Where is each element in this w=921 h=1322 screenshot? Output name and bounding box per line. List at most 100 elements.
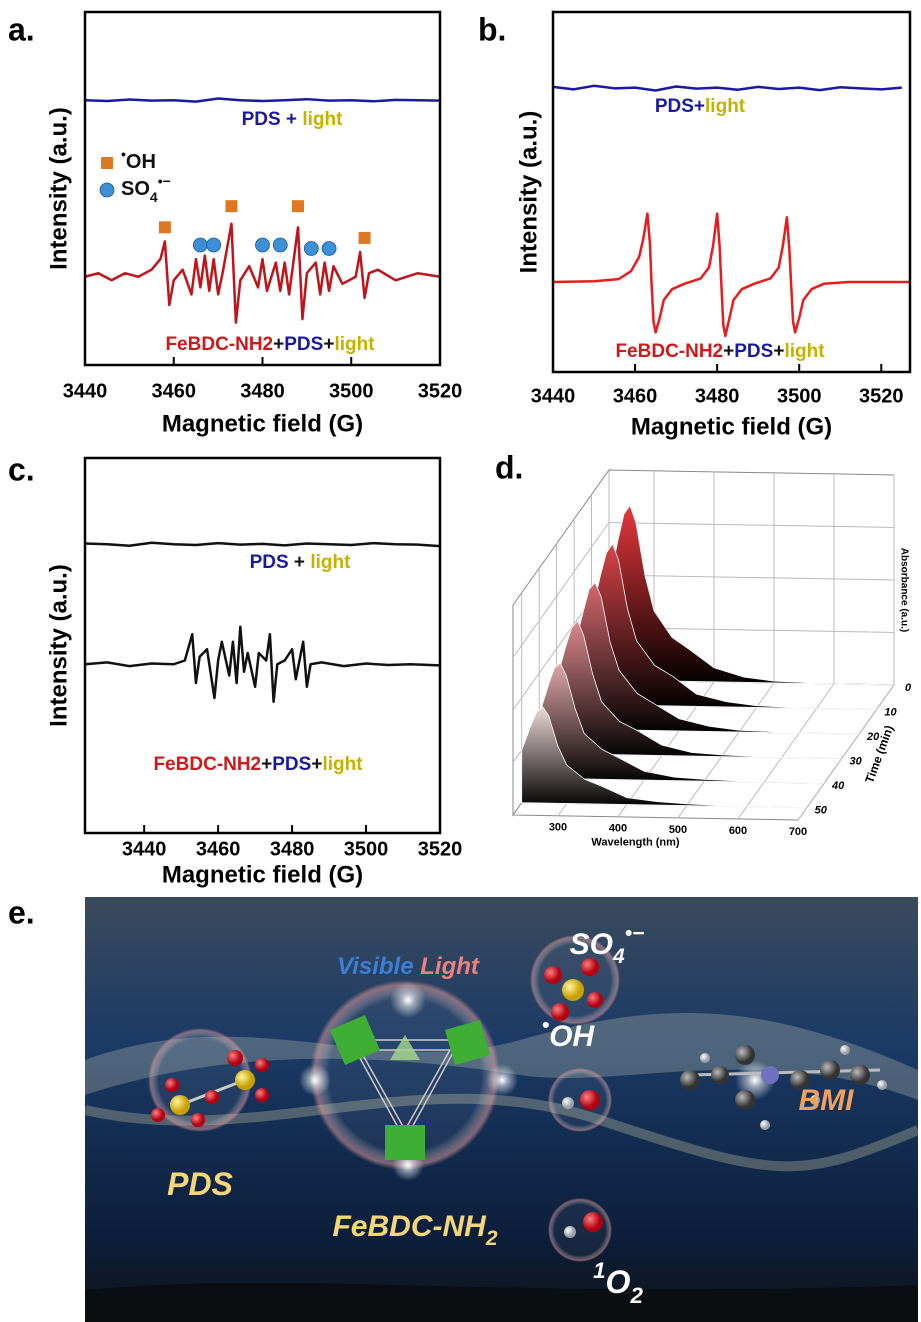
- text-part: FeBDC-NH2: [615, 341, 723, 362]
- text-part: PDS: [167, 1166, 233, 1202]
- x-tick-label: 3460: [152, 380, 197, 402]
- illustration-label: BMI: [799, 1084, 855, 1117]
- x-tick-label: 3480: [270, 838, 315, 860]
- x-tick-label: 3440: [122, 838, 167, 860]
- glow: [390, 982, 426, 1018]
- ground: [85, 1282, 918, 1322]
- y-tick-label: 50: [815, 805, 828, 817]
- plot-frame: [83, 456, 442, 835]
- curve-label: FeBDC-NH2+PDS+light: [615, 341, 825, 362]
- absorbance-area: [521, 706, 807, 809]
- x-axis-label: Magnetic field (G): [162, 861, 363, 888]
- glow-ring: [548, 1198, 612, 1262]
- text-part: 4: [612, 945, 625, 968]
- x-tick-label: 3520: [418, 838, 463, 860]
- text-part: SO: [121, 178, 150, 200]
- y-tick-label: 10: [884, 706, 897, 718]
- x-axis-label: Wavelength (nm): [591, 836, 680, 848]
- z-axis-label: Absorbance (a.u.): [898, 548, 909, 632]
- legend-label: •OH: [121, 146, 156, 174]
- marker: [192, 237, 208, 253]
- text-part: PDS: [242, 109, 281, 130]
- sulfate-molecule: [544, 958, 603, 1021]
- marker: [292, 200, 304, 213]
- marker: [321, 241, 337, 256]
- y-axis-label: Intensity (a.u.): [45, 564, 72, 727]
- curve-label: FeBDC-NH2+PDS+light: [165, 334, 375, 355]
- x-tick-label: 3480: [695, 385, 740, 407]
- text-part: +: [281, 109, 303, 130]
- y-tick-label: 40: [831, 780, 845, 792]
- x-tick-label: 3500: [777, 385, 822, 407]
- text-part: light: [322, 754, 363, 775]
- curve-label: PDS + light: [250, 552, 352, 573]
- curve-label: PDS+light: [655, 96, 746, 117]
- panel-letter: a.: [8, 11, 35, 47]
- marker: [158, 221, 171, 234]
- text-part: +: [694, 96, 705, 117]
- text-part: BMI: [799, 1084, 855, 1117]
- text-part: FeBDC-NH2: [165, 334, 273, 355]
- panel-letter: c.: [8, 451, 35, 487]
- x-tick-label: 600: [729, 825, 747, 837]
- text-part: light: [334, 334, 375, 355]
- legend-label: SO4•−: [121, 173, 171, 205]
- marker: [358, 231, 371, 244]
- text-part: light: [302, 109, 343, 130]
- spectrum-line: [84, 541, 441, 548]
- illustration-label: Visible Light: [337, 953, 480, 980]
- text-part: OH: [126, 151, 156, 173]
- text-part: +: [311, 754, 322, 775]
- text-part: Visible: [337, 953, 420, 980]
- y-tick-label: 20: [866, 731, 880, 743]
- x-tick-label: 3520: [859, 385, 904, 407]
- x-tick-label: 3520: [418, 380, 463, 402]
- text-part: •: [121, 146, 126, 162]
- spectrum-line: [552, 212, 910, 338]
- plot-frame: [83, 10, 442, 367]
- panel-letter: d.: [495, 449, 523, 485]
- text-part: 1: [593, 1258, 605, 1283]
- plot-frame: [551, 10, 912, 374]
- text-part: +: [723, 341, 734, 362]
- illustration-label: SO4•−: [570, 922, 645, 968]
- curve-label: FeBDC-NH2+PDS+light: [153, 754, 363, 775]
- x-axis-label: Magnetic field (G): [162, 410, 363, 437]
- hydroxyl-molecule: [562, 1090, 603, 1238]
- x-tick-label: 3440: [531, 385, 576, 407]
- text-part: 2: [485, 1227, 498, 1250]
- text-part: •: [542, 1014, 549, 1037]
- y-tick-label: 30: [850, 756, 863, 768]
- text-part: light: [705, 96, 746, 117]
- text-part: 2: [629, 1283, 643, 1308]
- text-part: +: [773, 341, 784, 362]
- x-tick-label: 700: [789, 826, 807, 838]
- text-part: +: [261, 754, 272, 775]
- x-tick-label: 3440: [63, 380, 108, 402]
- x-tick-label: 3480: [240, 380, 285, 402]
- bmi-molecule: [680, 1045, 887, 1130]
- panel-letter: e.: [8, 894, 35, 930]
- curve-label: PDS + light: [242, 109, 344, 130]
- spectrum-line: [84, 97, 441, 103]
- spectrum-line: [84, 222, 441, 324]
- cluster: [385, 1125, 425, 1160]
- text-part: PDS: [250, 552, 289, 573]
- cluster: [330, 1015, 380, 1065]
- text-part: 4: [150, 189, 158, 205]
- illustration-label: •OH: [542, 1014, 596, 1053]
- text-part: light: [784, 341, 825, 362]
- text-part: OH: [549, 1020, 595, 1053]
- x-tick-label: 500: [669, 824, 687, 836]
- text-part: +: [289, 552, 311, 573]
- x-tick-label: 300: [549, 822, 567, 834]
- glow: [299, 1064, 331, 1096]
- y-tick-label: 0: [905, 682, 912, 694]
- glow: [486, 1064, 518, 1096]
- text-part: •−: [158, 173, 171, 189]
- text-part: O: [606, 1264, 631, 1300]
- marker: [225, 200, 238, 213]
- illustration-label: 1O2: [593, 1258, 643, 1308]
- panel-letter: b.: [478, 11, 506, 47]
